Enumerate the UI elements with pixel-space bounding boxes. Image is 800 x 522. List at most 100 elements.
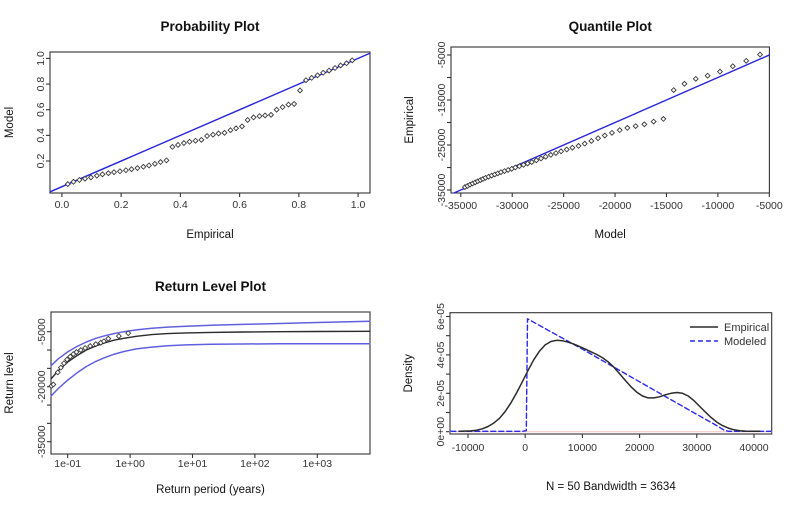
x-tick-label: 0.0 bbox=[55, 199, 70, 211]
x-axis-label: N = 50 Bandwidth = 3634 bbox=[546, 481, 676, 493]
data-point bbox=[520, 161, 527, 168]
legend-label: Modeled bbox=[724, 336, 766, 348]
data-point bbox=[244, 116, 251, 123]
y-tick-label: -20000 bbox=[36, 370, 48, 403]
y-tick-label: -5000 bbox=[436, 41, 448, 68]
data-point bbox=[349, 57, 356, 64]
y-tick-label: 0.8 bbox=[35, 77, 47, 92]
x-tick-label: -20000 bbox=[599, 200, 632, 212]
y-tick-label: 6e-05 bbox=[435, 303, 447, 330]
data-point bbox=[528, 159, 535, 166]
x-axis-label: Return period (years) bbox=[156, 484, 265, 496]
data-point bbox=[77, 346, 84, 354]
y-tick-label: 0e+00 bbox=[435, 417, 447, 447]
lower-confidence-line bbox=[50, 342, 371, 397]
data-point bbox=[262, 112, 269, 119]
x-tick-label: 0 bbox=[522, 442, 528, 454]
data-point bbox=[238, 123, 246, 130]
data-point bbox=[105, 170, 112, 177]
empirical-density-line bbox=[458, 339, 761, 433]
data-point bbox=[542, 153, 549, 160]
x-tick-label: 0.8 bbox=[292, 199, 307, 211]
data-point bbox=[624, 124, 631, 131]
x-tick-label: -5000 bbox=[756, 200, 783, 212]
data-point bbox=[314, 72, 321, 79]
panel-title: Quantile Plot bbox=[569, 19, 653, 34]
x-tick-label: 1.0 bbox=[351, 199, 366, 211]
data-point bbox=[575, 142, 582, 149]
data-point bbox=[516, 163, 523, 170]
data-point bbox=[302, 77, 310, 84]
plot-box bbox=[450, 46, 770, 194]
data-point bbox=[512, 164, 519, 171]
plot-box bbox=[50, 311, 371, 455]
plot-box bbox=[49, 51, 371, 194]
data-point bbox=[92, 341, 99, 348]
data-point bbox=[692, 75, 699, 82]
x-tick-label: 1e+01 bbox=[178, 458, 208, 470]
x-tick-label: 20000 bbox=[625, 442, 654, 454]
data-point bbox=[54, 369, 61, 376]
x-tick-label: -25000 bbox=[547, 200, 580, 212]
data-point bbox=[70, 178, 77, 185]
return-level-estimate-line bbox=[50, 330, 371, 380]
data-point bbox=[279, 104, 286, 111]
data-point bbox=[608, 129, 616, 136]
data-point bbox=[601, 132, 608, 139]
data-point bbox=[157, 158, 164, 166]
data-point bbox=[169, 143, 176, 150]
data-point bbox=[716, 68, 723, 75]
data-point bbox=[547, 151, 554, 158]
data-point bbox=[76, 176, 83, 184]
data-point bbox=[122, 167, 129, 174]
y-axis-label: Empirical bbox=[404, 96, 416, 143]
data-point bbox=[537, 155, 545, 162]
data-point bbox=[221, 129, 228, 136]
data-point bbox=[198, 136, 205, 143]
data-point bbox=[105, 335, 112, 342]
x-tick-label: 10000 bbox=[568, 442, 597, 454]
data-point bbox=[67, 353, 74, 360]
data-point bbox=[50, 381, 57, 388]
data-point bbox=[209, 131, 216, 138]
data-point bbox=[588, 137, 595, 144]
x-axis-label: Empirical bbox=[186, 229, 233, 241]
data-point bbox=[215, 130, 222, 137]
data-point bbox=[326, 67, 333, 74]
data-point bbox=[616, 127, 623, 134]
data-point bbox=[331, 64, 339, 72]
data-point bbox=[233, 125, 240, 132]
data-point bbox=[291, 100, 298, 107]
y-tick-label: 1.0 bbox=[35, 51, 47, 66]
data-point bbox=[343, 60, 350, 67]
data-point bbox=[57, 364, 64, 371]
x-tick-label: 1e-01 bbox=[54, 458, 81, 470]
quantile-plot-canvas: -35000 -30000 -25000 -20000 -15000 -10000 -500… bbox=[404, 19, 783, 241]
data-point bbox=[552, 150, 559, 157]
data-point bbox=[100, 338, 107, 345]
y-axis-label: Model bbox=[4, 107, 16, 138]
y-tick-label: 0.6 bbox=[35, 102, 47, 117]
data-point bbox=[297, 87, 304, 94]
y-tick-label: 4e-05 bbox=[435, 341, 447, 368]
y-tick-label: 0.4 bbox=[35, 128, 47, 143]
legend-label: Empirical bbox=[724, 322, 769, 334]
data-point bbox=[563, 146, 570, 153]
data-point bbox=[116, 168, 123, 175]
data-point bbox=[87, 174, 94, 181]
x-tick-label: -10000 bbox=[452, 442, 485, 454]
data-point bbox=[632, 123, 639, 130]
data-point bbox=[285, 101, 292, 108]
x-tick-label: -35000 bbox=[444, 200, 477, 212]
y-tick-label: -15000 bbox=[436, 83, 448, 116]
return-level-plot-panel: 1e-01 1e+00 1e+01 1e+02 1e+03 -5000 -20000 -350… bbox=[0, 261, 400, 522]
data-point bbox=[93, 172, 100, 179]
data-point bbox=[64, 356, 71, 363]
data-point bbox=[64, 181, 71, 188]
data-point bbox=[140, 163, 147, 170]
data-point bbox=[729, 63, 736, 70]
data-point bbox=[581, 140, 588, 147]
y-tick-label: 2e-05 bbox=[435, 380, 447, 407]
data-point bbox=[595, 135, 602, 142]
